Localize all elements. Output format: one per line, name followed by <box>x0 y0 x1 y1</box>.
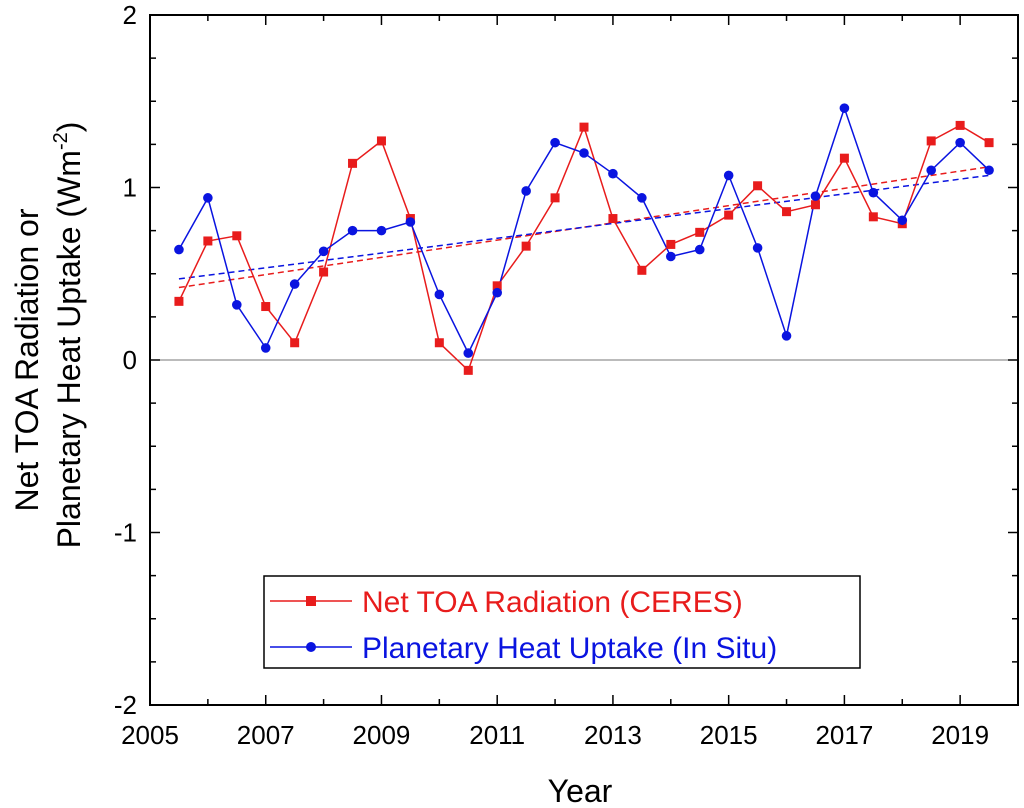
data-point-ceres <box>348 158 358 168</box>
data-point-ceres <box>666 239 676 249</box>
data-point-in-situ <box>260 343 271 353</box>
data-point-in-situ <box>405 217 416 227</box>
data-point-ceres <box>839 153 849 163</box>
legend-box <box>263 575 861 669</box>
x-tick-label: 2019 <box>931 720 989 750</box>
data-point-ceres <box>984 138 994 148</box>
y-axis-label-line2-close: ) <box>51 122 87 133</box>
data-point-ceres <box>232 231 242 241</box>
data-point-in-situ <box>521 186 531 196</box>
data-point-ceres <box>695 227 705 237</box>
x-tick-label: 2007 <box>237 720 295 750</box>
data-point-in-situ <box>318 246 329 257</box>
y-tick-label: 0 <box>123 345 137 375</box>
trend-lines <box>178 166 990 289</box>
data-point-in-situ <box>434 289 445 300</box>
data-point-in-situ <box>492 287 503 298</box>
x-tick-label: 2013 <box>584 720 642 750</box>
data-point-in-situ <box>984 165 994 176</box>
data-point-ceres <box>753 181 763 191</box>
data-point-ceres <box>637 265 647 275</box>
series-markers <box>174 103 994 375</box>
data-point-ceres <box>926 136 936 146</box>
data-point-ceres <box>492 281 502 291</box>
y-tick-label: -1 <box>114 518 137 548</box>
y-tick-label: 2 <box>123 0 137 30</box>
data-point-in-situ <box>694 244 705 255</box>
y-tick-labels: 2 1 0 -1 -2 <box>114 0 137 720</box>
legend-label-ceres: Net TOA Radiation (CERES) <box>362 586 743 619</box>
data-point-ceres <box>261 302 271 312</box>
trend-line-ceres <box>178 166 990 289</box>
data-point-in-situ <box>781 331 792 341</box>
data-point-in-situ <box>376 225 387 236</box>
legend-marker-in-situ <box>306 642 316 652</box>
data-point-in-situ <box>579 148 589 158</box>
data-point-ceres <box>463 365 473 375</box>
legend-label-in-situ: Planetary Heat Uptake (In Situ) <box>362 632 777 665</box>
data-point-ceres <box>319 267 329 277</box>
data-point-ceres <box>376 136 386 146</box>
data-point-ceres <box>434 338 444 348</box>
y-axis-label-line1: Net TOA Radiation or <box>9 208 45 511</box>
data-point-in-situ <box>289 279 300 289</box>
axis-ticks <box>149 14 1019 706</box>
series-line-in-situ <box>178 105 990 355</box>
data-point-in-situ <box>810 191 821 201</box>
data-point-ceres <box>550 193 560 203</box>
y-axis-label-unit-superscript: -2 <box>50 132 72 150</box>
data-point-in-situ <box>897 215 908 226</box>
data-point-in-situ <box>174 244 184 255</box>
data-point-in-situ <box>550 137 560 148</box>
data-point-in-situ <box>723 170 734 181</box>
legend: Net TOA Radiation (CERES) Planetary Heat… <box>263 575 861 669</box>
data-point-ceres <box>203 236 213 246</box>
data-point-in-situ <box>752 243 763 253</box>
data-point-ceres <box>782 207 792 217</box>
x-tick-label: 2005 <box>121 720 179 750</box>
y-tick-label: 1 <box>123 173 137 203</box>
data-point-ceres <box>868 212 878 222</box>
data-point-in-situ <box>463 348 474 358</box>
legend-marker-ceres <box>306 596 316 606</box>
data-point-ceres <box>521 241 531 251</box>
x-tick-labels: 2005 2007 2009 2011 2013 2015 2017 2019 <box>121 720 989 750</box>
trend-line-in-situ <box>178 174 990 280</box>
data-point-in-situ <box>637 193 647 203</box>
data-point-in-situ <box>868 187 879 198</box>
data-point-ceres <box>290 338 300 348</box>
data-point-ceres <box>724 210 734 220</box>
data-point-in-situ <box>608 168 618 179</box>
series-lines <box>178 105 990 372</box>
x-tick-label: 2017 <box>815 720 873 750</box>
data-point-in-situ <box>926 165 936 176</box>
data-point-in-situ <box>666 251 676 262</box>
data-point-in-situ <box>839 103 850 113</box>
data-point-ceres <box>579 122 589 132</box>
y-axis-label-line2: Planetary Heat Uptake (Wm-2) <box>50 122 87 549</box>
x-tick-label: 2015 <box>700 720 758 750</box>
data-point-ceres <box>955 120 965 130</box>
y-tick-label: -2 <box>114 690 137 720</box>
data-point-in-situ <box>347 225 358 236</box>
data-point-in-situ <box>955 137 965 148</box>
x-tick-label: 2011 <box>469 720 525 750</box>
y-axis-label: Net TOA Radiation or Planetary Heat Upta… <box>9 122 87 549</box>
series-line-ceres <box>178 124 990 372</box>
x-axis-label: Year <box>548 773 613 808</box>
data-point-ceres <box>810 200 820 210</box>
data-point-ceres <box>608 214 618 224</box>
x-tick-label: 2009 <box>353 720 411 750</box>
data-point-in-situ <box>232 300 242 310</box>
y-axis-label-line2-main: Planetary Heat Uptake (Wm <box>51 150 87 548</box>
data-point-ceres <box>174 296 184 306</box>
data-point-in-situ <box>203 193 213 203</box>
